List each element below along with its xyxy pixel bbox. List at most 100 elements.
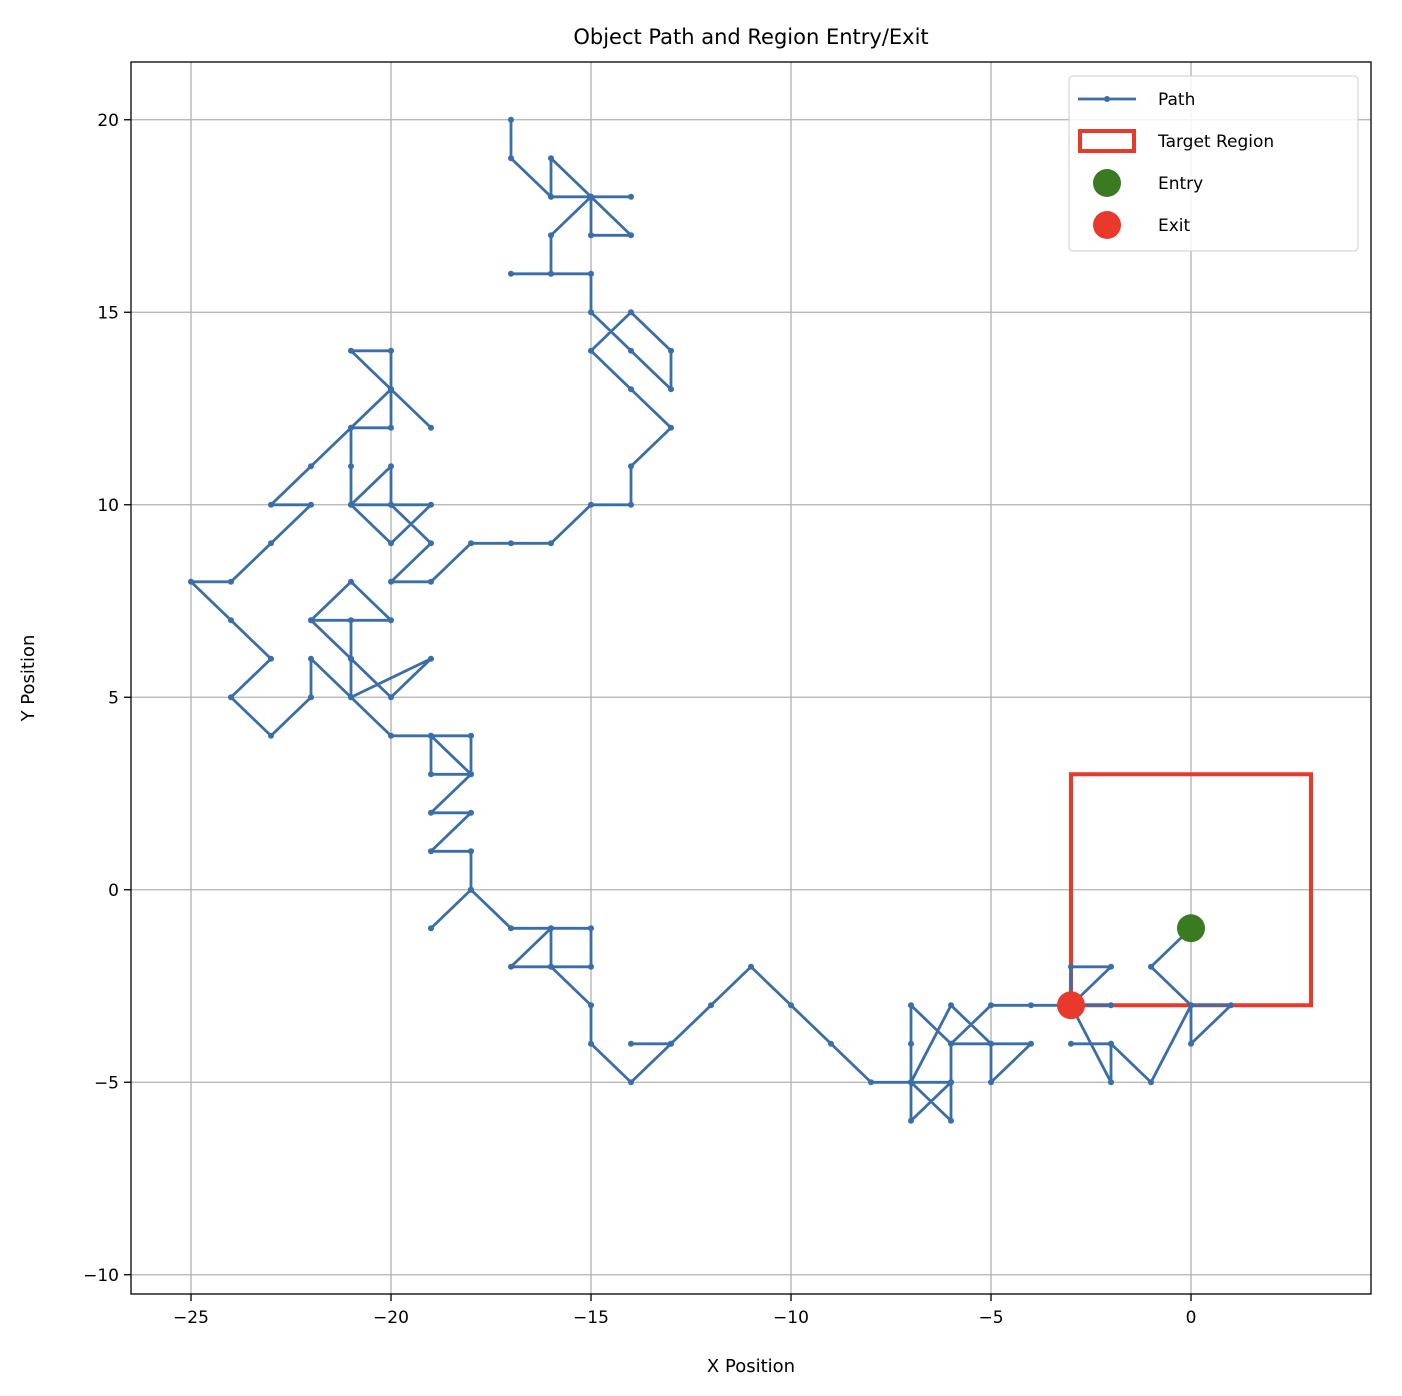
- path-point: [188, 578, 194, 585]
- path-point: [1188, 1002, 1194, 1009]
- path-point: [388, 386, 394, 393]
- y-axis-label: Y Position: [18, 635, 39, 723]
- path-point: [228, 694, 234, 701]
- x-tick-label: 0: [1186, 1308, 1197, 1328]
- path-point: [388, 732, 394, 739]
- path-point: [588, 232, 594, 239]
- path-point: [348, 578, 354, 585]
- path-point: [1108, 1040, 1114, 1047]
- path-point: [908, 1117, 914, 1124]
- path-point: [1108, 1002, 1114, 1009]
- path-point: [508, 116, 514, 123]
- path-point: [1228, 1002, 1234, 1009]
- path-point: [788, 1002, 794, 1009]
- path-point: [468, 848, 474, 855]
- path-series-line: [189, 118, 1233, 1123]
- path-point: [628, 1040, 634, 1047]
- path-point: [428, 501, 434, 508]
- path-point: [428, 809, 434, 816]
- legend-path-point: [1104, 96, 1110, 102]
- path-point: [348, 655, 354, 662]
- x-tick-label: −10: [773, 1308, 809, 1328]
- path-point: [988, 1079, 994, 1086]
- path-point: [588, 963, 594, 970]
- path-point: [388, 347, 394, 354]
- path-point: [1148, 963, 1154, 970]
- path-point: [228, 578, 234, 585]
- path-point: [548, 270, 554, 277]
- path-point: [588, 309, 594, 316]
- legend-region-swatch: [1078, 129, 1136, 153]
- path-point: [428, 655, 434, 662]
- path-point: [668, 347, 674, 354]
- path-point: [588, 347, 594, 354]
- path-point: [628, 1079, 634, 1086]
- path-layer: [188, 116, 1234, 1124]
- path-point: [948, 1117, 954, 1124]
- path-point: [668, 386, 674, 393]
- path-point: [228, 617, 234, 624]
- path-point: [828, 1040, 834, 1047]
- path-point: [588, 925, 594, 932]
- path-point: [308, 501, 314, 508]
- path-point: [428, 925, 434, 932]
- path-point: [428, 540, 434, 547]
- path-point: [908, 1040, 914, 1047]
- exit-marker: [1057, 991, 1085, 1020]
- path-point: [628, 463, 634, 470]
- path-point: [268, 540, 274, 547]
- path-point: [548, 925, 554, 932]
- path-point: [908, 1079, 914, 1086]
- path-point: [268, 732, 274, 739]
- path-point: [388, 463, 394, 470]
- path-point: [508, 963, 514, 970]
- path-point: [268, 501, 274, 508]
- path-point: [308, 617, 314, 624]
- marker-layer: [1057, 914, 1205, 1020]
- legend: Path Target Region Entry Exit: [1068, 75, 1359, 252]
- y-tick-label: 5: [108, 688, 119, 708]
- path-point: [348, 347, 354, 354]
- path-point: [308, 655, 314, 662]
- x-tick-label: −5: [978, 1308, 1003, 1328]
- path-point: [348, 424, 354, 431]
- path-point: [628, 193, 634, 200]
- path-point: [348, 463, 354, 470]
- path-point: [468, 540, 474, 547]
- path-point: [548, 193, 554, 200]
- path-point: [588, 1040, 594, 1047]
- path-point: [508, 540, 514, 547]
- path-point: [988, 1040, 994, 1047]
- path-point: [908, 1002, 914, 1009]
- path-point: [468, 886, 474, 893]
- path-point: [388, 578, 394, 585]
- x-axis-label: X Position: [707, 1356, 795, 1377]
- plot-frame: [130, 61, 1372, 1295]
- path-point: [948, 1040, 954, 1047]
- path-point: [548, 963, 554, 970]
- x-tick-label: −15: [573, 1308, 609, 1328]
- path-point: [588, 193, 594, 200]
- y-tick-label: −10: [83, 1266, 119, 1286]
- legend-exit-swatch: [1093, 211, 1121, 239]
- path-point: [548, 155, 554, 162]
- path-point: [388, 694, 394, 701]
- x-tick-label: −20: [373, 1308, 409, 1328]
- path-point: [308, 694, 314, 701]
- path-point: [988, 1002, 994, 1009]
- path-point: [508, 270, 514, 277]
- path-point: [628, 386, 634, 393]
- path-point: [628, 309, 634, 316]
- path-point: [388, 501, 394, 508]
- path-point: [348, 694, 354, 701]
- path-point: [428, 732, 434, 739]
- path-point: [1108, 963, 1114, 970]
- path-point: [348, 617, 354, 624]
- path-point: [428, 578, 434, 585]
- path-point: [548, 232, 554, 239]
- path-point: [668, 424, 674, 431]
- path-point: [868, 1079, 874, 1086]
- path-point: [268, 655, 274, 662]
- path-point: [1188, 1040, 1194, 1047]
